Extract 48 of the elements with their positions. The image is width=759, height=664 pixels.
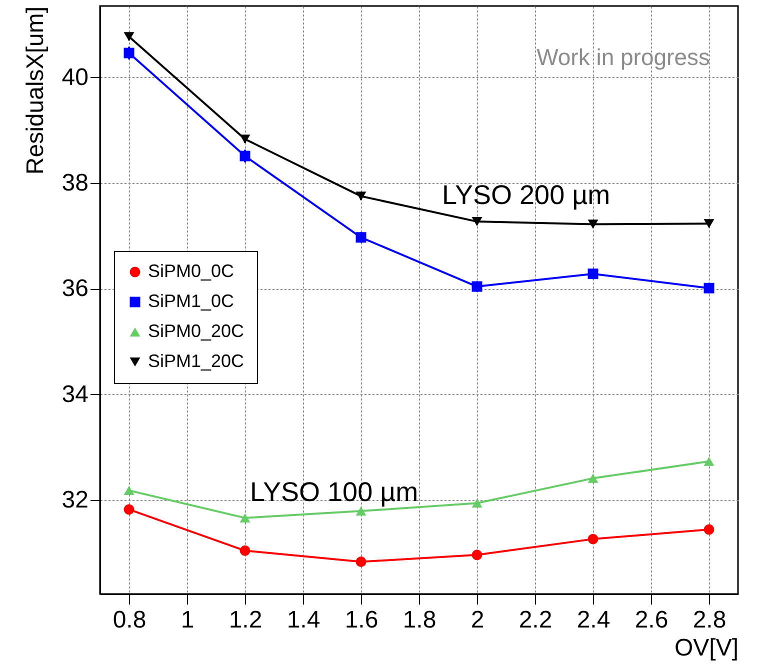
x-tick-label: 1.2 bbox=[228, 606, 262, 634]
point bbox=[356, 192, 366, 201]
point bbox=[240, 150, 250, 162]
point bbox=[704, 282, 714, 294]
x-tick-label: 1 bbox=[180, 606, 194, 634]
legend-label: SiPM1_0C bbox=[148, 291, 234, 311]
annotation: Work in progress bbox=[536, 44, 710, 70]
x-tick-label: 2.8 bbox=[692, 606, 726, 634]
point bbox=[472, 217, 482, 226]
point bbox=[356, 556, 366, 568]
annotation: LYSO 200 µm bbox=[442, 180, 610, 210]
x-tick-label: 2 bbox=[470, 606, 484, 634]
point bbox=[588, 268, 598, 280]
y-tick-label: 38 bbox=[62, 169, 88, 196]
y-tick-label: 36 bbox=[62, 275, 88, 302]
point bbox=[704, 456, 714, 466]
point bbox=[588, 474, 598, 483]
x-tick-label: 1.4 bbox=[286, 606, 320, 634]
point bbox=[472, 498, 482, 508]
y-tick-label: 40 bbox=[62, 64, 88, 91]
x-axis-title: OV[V] bbox=[674, 634, 738, 662]
point bbox=[588, 220, 598, 229]
x-tick-label: 2.4 bbox=[576, 606, 610, 634]
point bbox=[588, 534, 598, 544]
point bbox=[124, 48, 134, 58]
x-tick-label: 1.8 bbox=[402, 606, 436, 634]
legend-label: SiPM0_0C bbox=[148, 261, 234, 281]
point bbox=[472, 550, 482, 560]
point bbox=[240, 134, 250, 144]
y-tick-label: 34 bbox=[62, 380, 88, 408]
annotation: LYSO 100 µm bbox=[250, 477, 418, 507]
point bbox=[356, 232, 366, 243]
point bbox=[356, 506, 366, 516]
point bbox=[124, 486, 134, 495]
x-tick-label: 1.6 bbox=[344, 606, 378, 634]
legend-label: SiPM1_20C bbox=[148, 351, 244, 371]
point bbox=[472, 281, 482, 292]
point bbox=[240, 545, 250, 556]
y-axis-title: ResidualsX[um] bbox=[22, 6, 49, 175]
x-tick-label: 0.8 bbox=[112, 606, 146, 634]
x-tick-label: 2.6 bbox=[634, 606, 668, 634]
point bbox=[704, 524, 714, 535]
point bbox=[240, 513, 250, 522]
x-tick-label: 2.2 bbox=[518, 606, 552, 634]
legend-label: SiPM0_20C bbox=[148, 321, 244, 341]
y-tick-label: 32 bbox=[62, 486, 88, 514]
point bbox=[124, 504, 134, 515]
point bbox=[704, 219, 714, 228]
